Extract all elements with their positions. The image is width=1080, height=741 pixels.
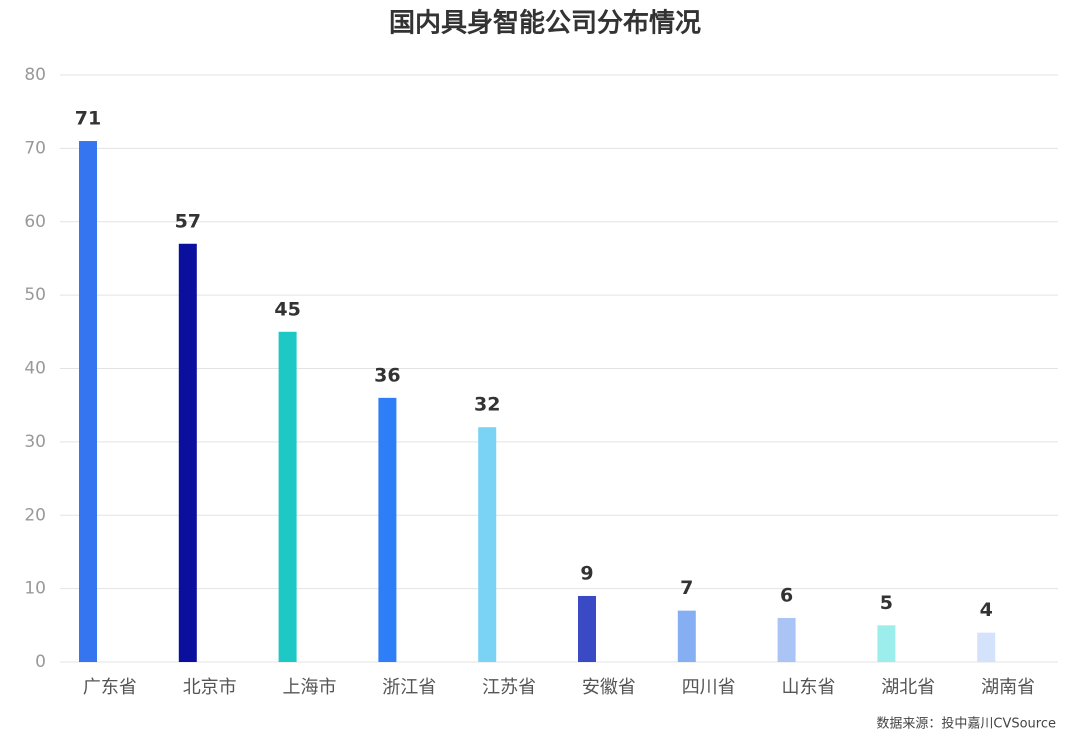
- bar: [378, 397, 397, 662]
- y-tick-label: 50: [24, 285, 46, 305]
- y-tick-label: 60: [24, 212, 46, 232]
- bar: [677, 610, 696, 662]
- y-tick-label: 0: [35, 652, 46, 672]
- data-label: 9: [580, 562, 593, 584]
- bar: [777, 617, 796, 662]
- y-tick-label: 30: [24, 432, 46, 452]
- data-label: 45: [274, 298, 300, 320]
- bar: [578, 595, 596, 662]
- data-label: 36: [374, 364, 400, 386]
- chart-title: 国内具身智能公司分布情况: [389, 8, 701, 39]
- data-label: 57: [175, 210, 201, 232]
- bar: [178, 243, 197, 662]
- x-tick-label: 广东省: [83, 677, 137, 698]
- y-tick-label: 70: [24, 138, 46, 158]
- x-tick-label: 山东省: [782, 677, 836, 698]
- x-tick-label: 北京市: [183, 677, 237, 698]
- data-label: 4: [980, 599, 993, 621]
- data-label: 5: [880, 592, 893, 614]
- y-tick-label: 80: [24, 65, 46, 85]
- data-label: 71: [75, 108, 101, 130]
- x-tick-label: 浙江省: [382, 677, 436, 698]
- bar: [278, 331, 297, 662]
- bar: [79, 141, 97, 663]
- x-tick-label: 上海市: [283, 677, 337, 698]
- x-tick-label: 湖北省: [881, 677, 935, 698]
- data-label: 32: [474, 394, 500, 416]
- data-label: 6: [780, 584, 793, 606]
- bar: [877, 625, 896, 662]
- x-tick-label: 江苏省: [482, 677, 536, 698]
- x-tick-label: 四川省: [682, 677, 736, 698]
- y-tick-label: 20: [24, 505, 46, 525]
- data-label: 7: [680, 577, 693, 599]
- x-tick-label: 安徽省: [582, 677, 636, 698]
- y-tick-label: 10: [24, 579, 46, 599]
- source-note: 数据来源：投中嘉川CVSource: [876, 716, 1056, 732]
- x-tick-label: 湖南省: [981, 677, 1035, 698]
- bar: [478, 427, 497, 662]
- bar: [977, 632, 996, 662]
- y-tick-label: 40: [24, 359, 46, 379]
